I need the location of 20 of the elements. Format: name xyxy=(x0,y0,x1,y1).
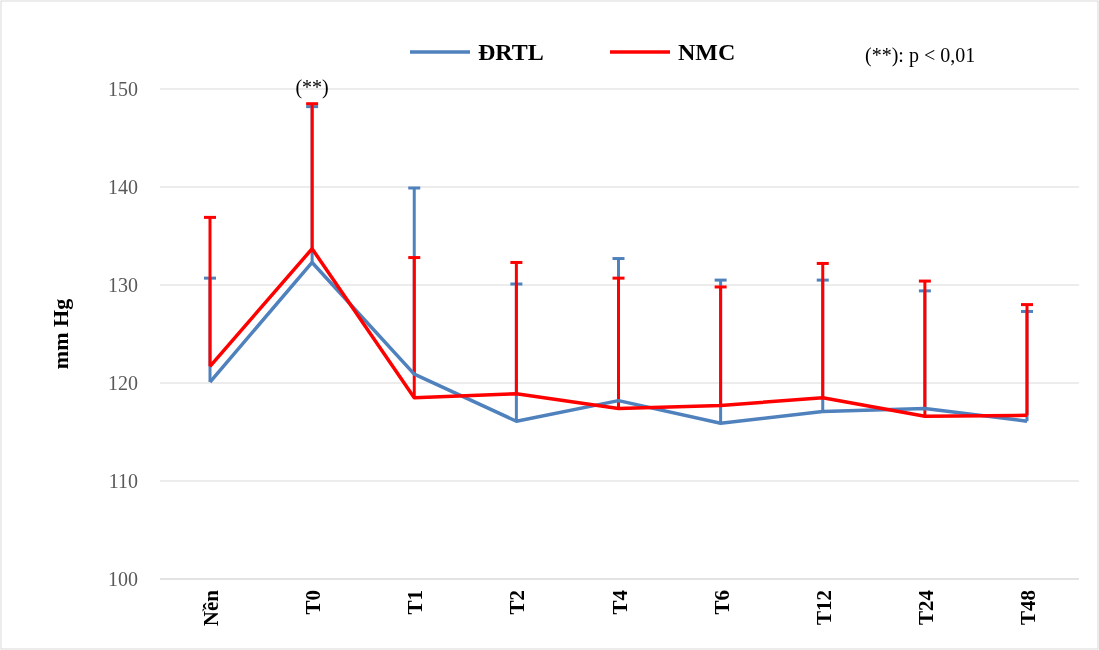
y-tick-label: 130 xyxy=(108,274,138,296)
x-tick-label: T48 xyxy=(1016,590,1040,626)
text: (**): p < 0,01 xyxy=(865,44,976,67)
x-tick-label: T6 xyxy=(709,590,734,615)
y-axis-title: mm Hg xyxy=(48,298,73,370)
y-tick-label: 100 xyxy=(108,568,138,590)
x-tick-label: T12 xyxy=(811,590,836,626)
x-tick-label: T24 xyxy=(913,589,938,626)
x-tick-label: T4 xyxy=(607,589,632,615)
x-tick-label: T2 xyxy=(505,590,530,615)
y-tick-label: 140 xyxy=(108,176,138,198)
y-tick-label: 150 xyxy=(108,78,138,100)
x-tick-label: Nền xyxy=(199,589,223,627)
legend-label: ĐRTL xyxy=(478,39,544,66)
y-tick-label: 110 xyxy=(108,470,138,492)
legend-label: NMC xyxy=(678,39,736,66)
x-tick-label: T0 xyxy=(301,590,326,615)
y-tick-label: 120 xyxy=(108,372,138,394)
annotation: (**) xyxy=(295,76,329,99)
x-tick-label: T1 xyxy=(403,590,428,615)
